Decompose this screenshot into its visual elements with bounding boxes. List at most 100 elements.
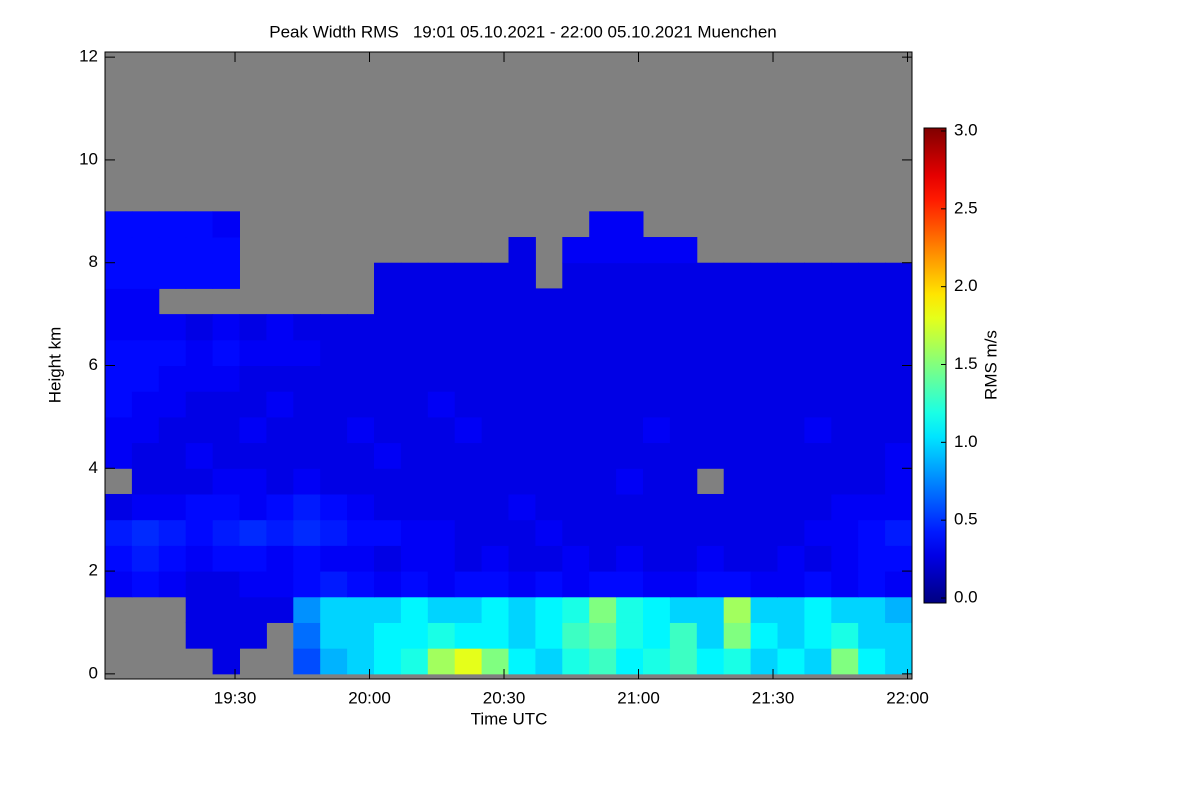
heatmap-cell	[374, 365, 402, 392]
heatmap-cell	[400, 571, 429, 598]
heatmap-cell	[858, 571, 886, 598]
heatmap-cell	[858, 288, 886, 315]
heatmap-cell	[885, 416, 913, 444]
x-tick-label: 19:30	[214, 688, 257, 707]
heatmap-cell	[562, 493, 590, 521]
heatmap-cell	[131, 314, 160, 341]
heatmap-cell	[885, 391, 913, 418]
heatmap-cell	[320, 365, 348, 392]
heatmap-cell	[481, 391, 509, 418]
heatmap-cell	[212, 237, 240, 264]
heatmap-cell	[400, 391, 429, 418]
heatmap-cell	[400, 442, 429, 469]
heatmap-cell	[508, 416, 536, 444]
heatmap-cell	[696, 493, 725, 521]
heatmap-cell	[400, 314, 429, 341]
heatmap-cell	[481, 262, 509, 289]
heatmap-cell	[508, 365, 536, 392]
heatmap-cell	[320, 648, 348, 675]
heatmap-cell	[131, 468, 160, 495]
heatmap-cell	[643, 648, 671, 675]
heatmap-cell	[804, 288, 832, 315]
heatmap-cell	[777, 339, 805, 366]
heatmap-cell	[454, 596, 483, 623]
heatmap-cell	[454, 622, 483, 649]
heatmap-cell	[696, 622, 725, 649]
heatmap-cell	[535, 442, 563, 469]
heatmap-cell	[427, 288, 456, 315]
heatmap-cell	[885, 339, 913, 366]
heatmap-cell	[723, 416, 752, 444]
heatmap-cell	[400, 288, 429, 315]
heatmap-cell	[723, 288, 752, 315]
heatmap-cell	[481, 545, 509, 572]
heatmap-cell	[804, 339, 832, 366]
heatmap-cell	[669, 468, 698, 495]
heatmap-cell	[885, 288, 913, 315]
heatmap-cell	[454, 442, 483, 469]
heatmap-cell	[454, 545, 483, 572]
heatmap-cell	[158, 493, 187, 521]
heatmap-cell	[185, 622, 214, 649]
heatmap-cell	[293, 519, 321, 546]
heatmap-cell	[266, 493, 294, 521]
heatmap-cell	[643, 545, 671, 572]
heatmap-cell	[320, 519, 348, 546]
heatmap-cell	[400, 416, 429, 444]
heatmap-cell	[400, 262, 429, 289]
heatmap-cell	[562, 262, 590, 289]
heatmap-cell	[347, 365, 375, 392]
colorbar-tick-label: 2.5	[954, 198, 978, 217]
heatmap-cell	[266, 365, 294, 392]
heatmap-cell	[508, 339, 536, 366]
heatmap-cell	[777, 648, 805, 675]
heatmap-cell	[293, 468, 321, 495]
heatmap-cell	[374, 596, 402, 623]
heatmap-cell	[589, 468, 617, 495]
heatmap-cell	[696, 365, 725, 392]
heatmap-cell	[105, 339, 133, 366]
heatmap-cell	[535, 468, 563, 495]
heatmap-cell	[185, 237, 214, 264]
heatmap-cell	[696, 391, 725, 418]
heatmap-cell	[562, 339, 590, 366]
heatmap-cell	[374, 262, 402, 289]
heatmap-cell	[696, 442, 725, 469]
heatmap-cell	[185, 211, 214, 238]
heatmap-cell	[616, 262, 644, 289]
heatmap-cell	[804, 622, 832, 649]
heatmap-cell	[616, 442, 644, 469]
heatmap-cell	[696, 262, 725, 289]
heatmap-cell	[669, 648, 698, 675]
heatmap-cell	[535, 571, 563, 598]
heatmap-cell	[185, 416, 214, 444]
heatmap-cell	[131, 391, 160, 418]
heatmap-cell	[858, 545, 886, 572]
heatmap-cell	[131, 493, 160, 521]
heatmap-cell	[858, 493, 886, 521]
heatmap-cell	[481, 468, 509, 495]
heatmap-cell	[535, 391, 563, 418]
heatmap-cell	[239, 571, 267, 598]
heatmap-cell	[266, 339, 294, 366]
y-tick-label: 10	[79, 149, 98, 168]
y-tick-label: 2	[89, 561, 98, 580]
heatmap-cell	[454, 648, 483, 675]
heatmap-cell	[427, 468, 456, 495]
heatmap-cell	[400, 519, 429, 546]
heatmap-cell	[777, 314, 805, 341]
chart-title: Peak Width RMS 19:01 05.10.2021 - 22:00 …	[269, 22, 777, 41]
heatmap-cell	[293, 365, 321, 392]
heatmap-cell	[347, 468, 375, 495]
heatmap-cell	[643, 493, 671, 521]
heatmap-cell	[777, 416, 805, 444]
heatmap-cell	[562, 519, 590, 546]
heatmap-cell	[535, 416, 563, 444]
heatmap-cell	[562, 622, 590, 649]
heatmap-cell	[777, 468, 805, 495]
heatmap-cell	[239, 339, 267, 366]
heatmap-cell	[454, 391, 483, 418]
heatmap-cell	[643, 288, 671, 315]
heatmap-cell	[293, 314, 321, 341]
heatmap-cell	[212, 571, 240, 598]
